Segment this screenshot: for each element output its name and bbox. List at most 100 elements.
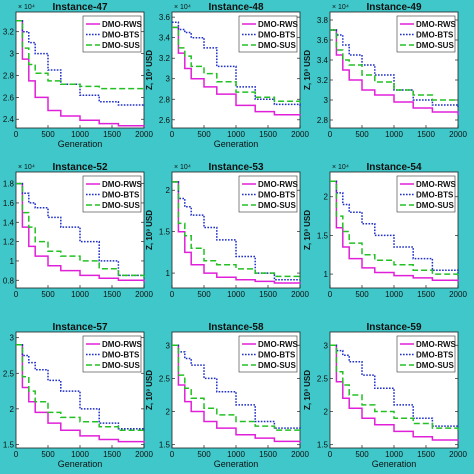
x-tick-label: 0 xyxy=(14,290,19,299)
x-tick-label: 1500 xyxy=(103,450,121,459)
legend-label: DMO-RWS xyxy=(416,20,457,29)
x-tick-label: 1000 xyxy=(385,130,403,139)
series-line-dmo-sus xyxy=(16,344,145,434)
series-line-dmo-bts xyxy=(16,20,145,107)
series-line-dmo-sus xyxy=(16,182,145,281)
x-tick-label: 0 xyxy=(170,130,175,139)
y-tick-label: 2.8 xyxy=(317,116,329,125)
series-line-dmo-sus xyxy=(330,180,459,276)
series-line-dmo-sus xyxy=(172,26,301,103)
y-axis-label: Z, 10³ USD xyxy=(303,210,312,250)
series-line-dmo-sus xyxy=(330,29,458,101)
y-tick-label: 3.4 xyxy=(317,56,329,65)
subplot-instance-48: Instance-48 × 10⁴ 2.6 2.8 3 3.2 3.4 3.6 0 500 1000… xyxy=(145,2,309,149)
x-tick-label: 1500 xyxy=(259,290,277,299)
y-tick-label: 2.4 xyxy=(3,115,15,124)
x-tick-label: 0 xyxy=(170,290,175,299)
x-tick-label: 2000 xyxy=(449,290,467,299)
x-tick-label: 0 xyxy=(328,450,333,459)
y-tick-label: 2.5 xyxy=(3,369,15,378)
subplot-instance-49: Instance-49 × 10⁴ 2.8 3 3.2 3.4 3.6 3.8 0 500 1000… xyxy=(303,2,467,139)
x-axis-label: Generation xyxy=(58,139,103,149)
x-tick-label: 1000 xyxy=(227,450,245,459)
legend-label: DMO-RWS xyxy=(258,180,299,189)
legend-label: DMO-BTS xyxy=(258,31,296,40)
y-tick-label: 2 xyxy=(166,186,171,195)
y-tick-label: 2 xyxy=(10,405,15,414)
x-axis-label: Generation xyxy=(214,139,259,149)
legend-label: DMO-RWS xyxy=(416,180,457,189)
legend-label: DMO-BTS xyxy=(258,351,296,360)
y-tick-label: 2 xyxy=(324,408,329,417)
y-exponent-label: × 10⁴ xyxy=(18,164,35,171)
y-tick-label: 1 xyxy=(10,257,15,266)
subplot-title: Instance-48 xyxy=(208,2,263,13)
y-tick-label: 2 xyxy=(166,408,171,417)
y-tick-label: 1.4 xyxy=(3,218,15,227)
x-axis-label: Generation xyxy=(58,459,103,469)
y-tick-label: 1.5 xyxy=(317,231,329,240)
subplot-instance-59: Instance-59 1.5 2 2.5 3 0 500 1000 1500 2000 Gener… xyxy=(303,322,467,469)
legend-label: DMO-SUS xyxy=(416,41,454,50)
x-tick-label: 2000 xyxy=(291,450,309,459)
x-tick-label: 1500 xyxy=(259,450,277,459)
series-line-dmo-sus xyxy=(172,181,301,280)
legend-label: DMO-BTS xyxy=(258,191,296,200)
y-tick-label: 2.8 xyxy=(159,95,171,104)
series-line-dmo-sus xyxy=(172,344,301,433)
y-axis-label: Z, 10³ USD xyxy=(303,50,312,90)
x-tick-label: 2000 xyxy=(135,290,153,299)
x-tick-label: 0 xyxy=(14,450,19,459)
legend-label: DMO-SUS xyxy=(258,41,296,50)
y-tick-label: 3 xyxy=(10,50,15,59)
subplot-title: Instance-54 xyxy=(366,162,421,173)
legend-label: DMO-BTS xyxy=(102,351,140,360)
x-tick-label: 500 xyxy=(41,130,55,139)
x-tick-label: 1500 xyxy=(417,290,435,299)
x-tick-label: 1500 xyxy=(259,130,277,139)
x-tick-label: 1500 xyxy=(417,130,435,139)
x-tick-label: 1000 xyxy=(71,290,89,299)
subplot-title: Instance-49 xyxy=(366,2,421,13)
x-tick-label: 0 xyxy=(14,130,19,139)
series-line-dmo-bts xyxy=(330,344,459,429)
x-tick-label: 500 xyxy=(197,450,211,459)
x-tick-label: 500 xyxy=(355,450,369,459)
y-tick-label: 3.2 xyxy=(159,54,171,63)
legend-label: DMO-RWS xyxy=(102,20,143,29)
x-tick-label: 1000 xyxy=(385,290,403,299)
y-tick-label: 3.2 xyxy=(3,28,15,37)
x-tick-label: 500 xyxy=(41,450,55,459)
x-tick-label: 2000 xyxy=(135,450,153,459)
subplot-instance-47: Instance-47 × 10⁴ 2.4 2.6 2.8 3 3.2 0 500 1000 150… xyxy=(3,2,154,149)
y-tick-label: 3.2 xyxy=(317,76,329,85)
legend-label: DMO-SUS xyxy=(416,361,454,370)
y-axis-label: Z, 10³ USD xyxy=(145,210,154,250)
y-tick-label: 3.8 xyxy=(317,16,329,25)
x-tick-label: 2000 xyxy=(449,130,467,139)
legend-label: DMO-RWS xyxy=(416,340,457,349)
series-line-dmo-rws xyxy=(172,181,301,284)
series-line-dmo-rws xyxy=(16,20,145,127)
legend-label: DMO-SUS xyxy=(258,361,296,370)
y-tick-label: 2.5 xyxy=(317,374,329,383)
y-tick-label: 2.8 xyxy=(3,71,15,80)
x-tick-label: 500 xyxy=(41,290,55,299)
x-tick-label: 0 xyxy=(328,290,333,299)
subplot-title: Instance-59 xyxy=(366,322,421,333)
y-exponent-label: × 10⁴ xyxy=(332,164,349,171)
series-line-dmo-bts xyxy=(172,344,301,431)
x-tick-label: 500 xyxy=(197,290,211,299)
legend-label: DMO-SUS xyxy=(102,361,140,370)
y-tick-label: 2.6 xyxy=(3,93,15,102)
legend-label: DMO-BTS xyxy=(416,31,454,40)
y-tick-label: 3 xyxy=(166,75,171,84)
